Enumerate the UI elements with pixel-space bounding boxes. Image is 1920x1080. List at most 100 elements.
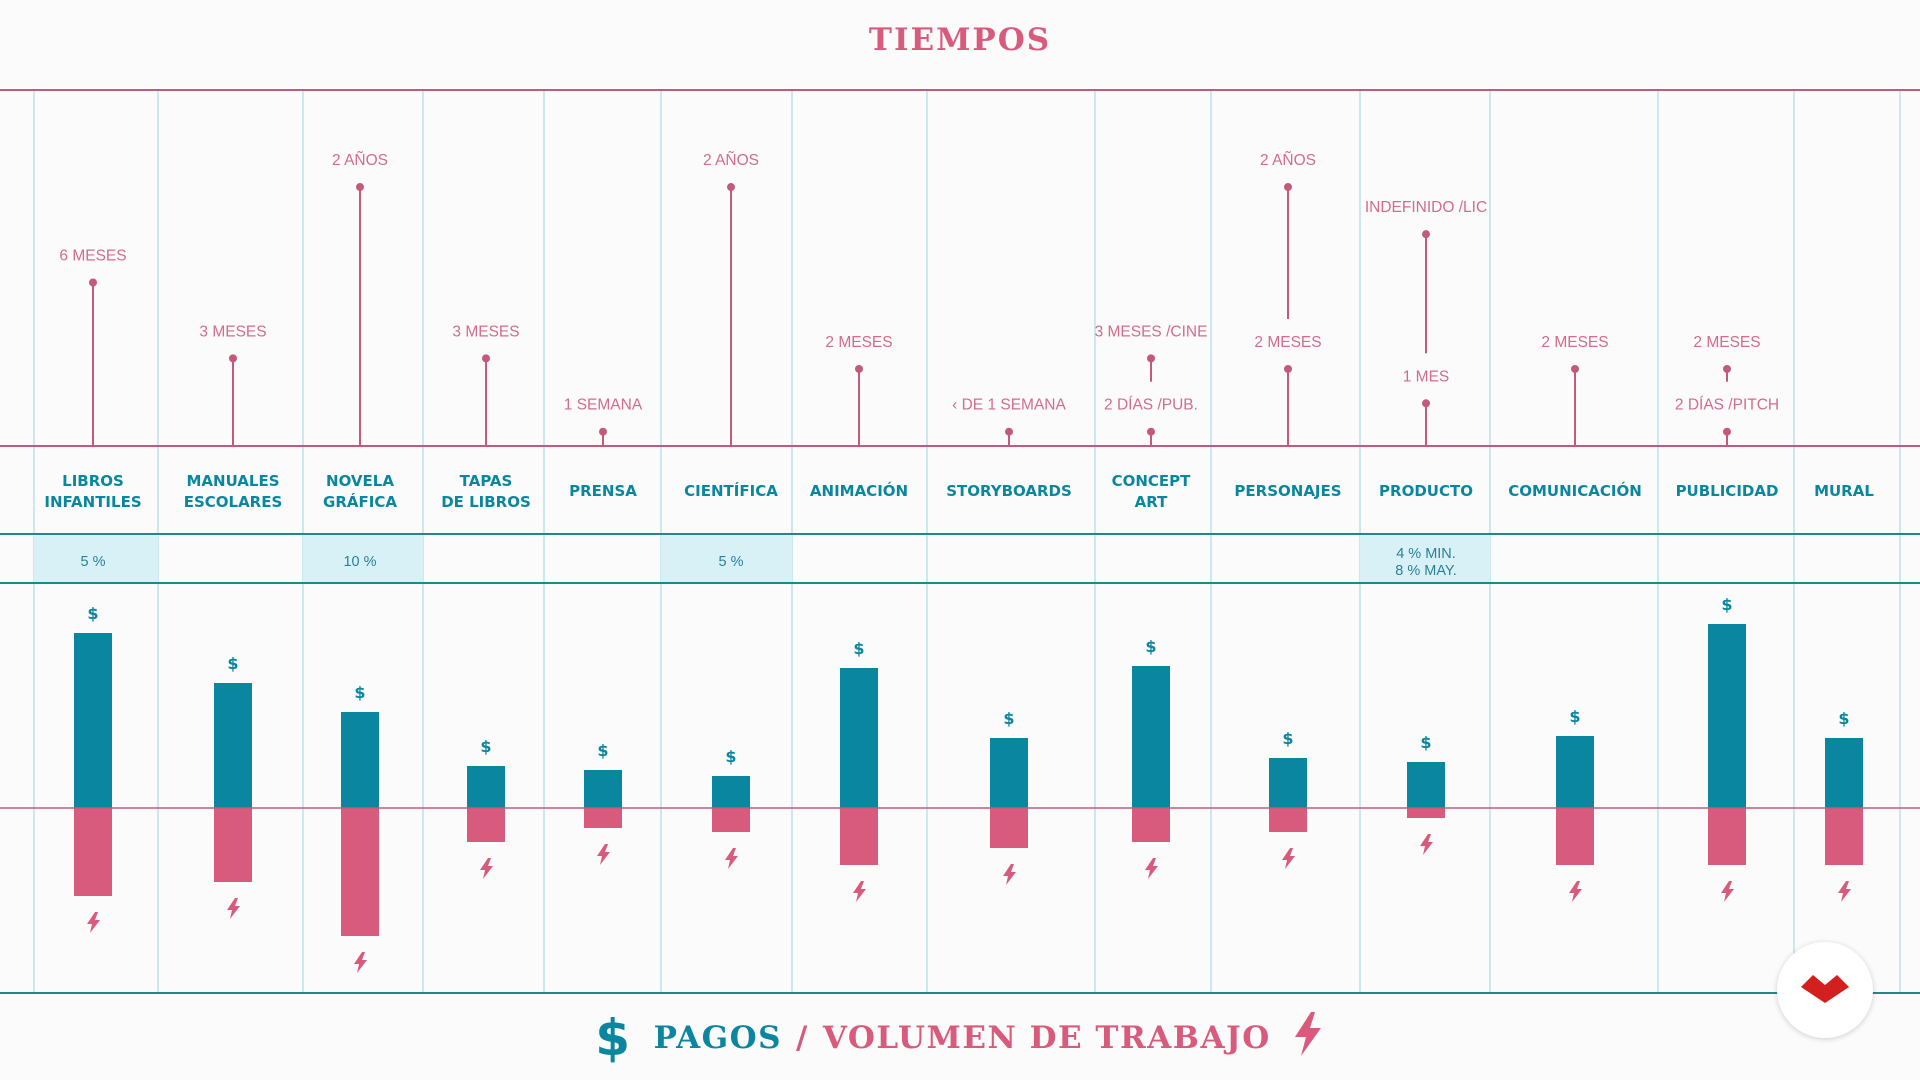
pagos-bar <box>840 668 878 808</box>
time-label: 3 MESES <box>199 323 266 340</box>
percent-cell <box>303 534 423 583</box>
time-dot <box>356 183 364 192</box>
percent-label: 10 % <box>343 554 376 570</box>
time-dot <box>482 354 490 363</box>
dollar-marker-icon: $ <box>853 639 864 658</box>
time-label: 3 MESES <box>452 323 519 340</box>
lightning-marker-icon <box>87 912 100 933</box>
pagos-bar <box>990 738 1028 808</box>
category-label: PUBLICIDAD <box>1676 482 1779 500</box>
category-label: MURAL <box>1814 482 1874 500</box>
percent-cell <box>1360 534 1490 583</box>
lightning-marker-icon <box>725 848 738 869</box>
pagos-bar <box>584 770 622 808</box>
time-label: 3 MESES /CINE <box>1095 323 1208 340</box>
volumen-bar <box>1556 808 1594 865</box>
dollar-marker-icon: $ <box>1282 729 1293 748</box>
time-dot <box>599 427 607 436</box>
volumen-bar <box>712 808 750 832</box>
time-label: 2 MESES <box>825 334 892 351</box>
dollar-marker-icon: $ <box>87 604 98 623</box>
time-dot <box>1571 364 1579 373</box>
category-label: COMUNICACIÓN <box>1508 481 1642 500</box>
pagos-bar <box>1556 736 1594 808</box>
pagos-bar <box>467 766 505 808</box>
percent-label: 5 % <box>81 554 106 570</box>
pagos-bar <box>1708 624 1746 808</box>
time-dot <box>855 364 863 373</box>
dollar-marker-icon: $ <box>227 654 238 673</box>
category-label: MANUALES <box>186 472 279 490</box>
time-label: 1 SEMANA <box>564 397 643 414</box>
lightning-marker-icon <box>354 952 367 973</box>
volumen-bar <box>584 808 622 828</box>
category-label: DE LIBROS <box>441 493 531 511</box>
time-dot <box>1422 230 1430 239</box>
time-dot <box>1147 354 1155 363</box>
time-dot <box>1147 427 1155 436</box>
dollar-marker-icon: $ <box>1838 709 1849 728</box>
volumen-bar <box>1708 808 1746 865</box>
pagos-bar <box>214 683 252 808</box>
time-label: 2 MESES <box>1693 334 1760 351</box>
legend-pagos: PAGOS <box>653 1020 783 1056</box>
category-label: ANIMACIÓN <box>810 481 908 500</box>
time-label: 2 AÑOS <box>1260 152 1316 169</box>
lightning-marker-icon <box>853 881 866 902</box>
logo-badge[interactable] <box>1777 942 1873 1038</box>
time-label: 2 MESES <box>1254 334 1321 351</box>
category-label: TAPAS <box>460 472 513 490</box>
time-dot <box>1284 364 1292 373</box>
volumen-bar <box>990 808 1028 848</box>
chart-legend: $ PAGOS / VOLUMEN DE TRABAJO <box>0 1009 1920 1067</box>
category-label: PRODUCTO <box>1379 482 1473 500</box>
dollar-marker-icon: $ <box>354 683 365 702</box>
volumen-bar <box>74 808 112 896</box>
dollar-marker-icon: $ <box>1721 595 1732 614</box>
time-dot <box>1005 427 1013 436</box>
lightning-bolt-icon <box>1291 1011 1325 1065</box>
time-dot <box>229 354 237 363</box>
volumen-bar <box>467 808 505 842</box>
chart-title: TIEMPOS <box>868 22 1052 58</box>
volumen-bar <box>214 808 252 882</box>
pagos-bar <box>1132 666 1170 808</box>
lightning-marker-icon <box>1721 881 1734 902</box>
time-label: 2 MESES <box>1541 334 1608 351</box>
percent-label: 8 % MAY. <box>1395 563 1457 579</box>
category-label: STORYBOARDS <box>946 482 1072 500</box>
category-label: ART <box>1135 493 1168 511</box>
category-label: CONCEPT <box>1112 472 1192 490</box>
dollar-marker-icon: $ <box>1420 733 1431 752</box>
lightning-marker-icon <box>597 844 610 865</box>
pagos-bar <box>74 633 112 808</box>
dollar-icon: $ <box>595 1009 632 1067</box>
time-label: 2 AÑOS <box>332 152 388 169</box>
pagos-bar <box>712 776 750 808</box>
dollar-marker-icon: $ <box>597 741 608 760</box>
time-label: 1 MES <box>1403 368 1450 385</box>
dollar-marker-icon: $ <box>725 747 736 766</box>
pagos-bar <box>1825 738 1863 808</box>
category-label: LIBROS <box>62 472 124 490</box>
category-label: GRÁFICA <box>323 492 397 511</box>
percent-label: 5 % <box>719 554 744 570</box>
legend-volumen: VOLUMEN DE TRABAJO <box>822 1020 1271 1056</box>
lightning-marker-icon <box>1145 858 1158 879</box>
volumen-bar <box>341 808 379 936</box>
time-label: 2 DÍAS /PUB. <box>1104 397 1198 414</box>
time-dot <box>1422 399 1430 408</box>
time-label: 6 MESES <box>59 247 126 264</box>
percent-cell <box>661 534 792 583</box>
volumen-bar <box>1269 808 1307 832</box>
pagos-bar <box>1269 758 1307 808</box>
time-label: 2 DÍAS /PITCH <box>1675 397 1779 414</box>
volumen-bar <box>1825 808 1863 865</box>
lightning-marker-icon <box>227 898 240 919</box>
time-label: 2 AÑOS <box>703 152 759 169</box>
lightning-marker-icon <box>1838 881 1851 902</box>
category-label: INFANTILES <box>44 493 141 511</box>
volumen-bar <box>1132 808 1170 842</box>
